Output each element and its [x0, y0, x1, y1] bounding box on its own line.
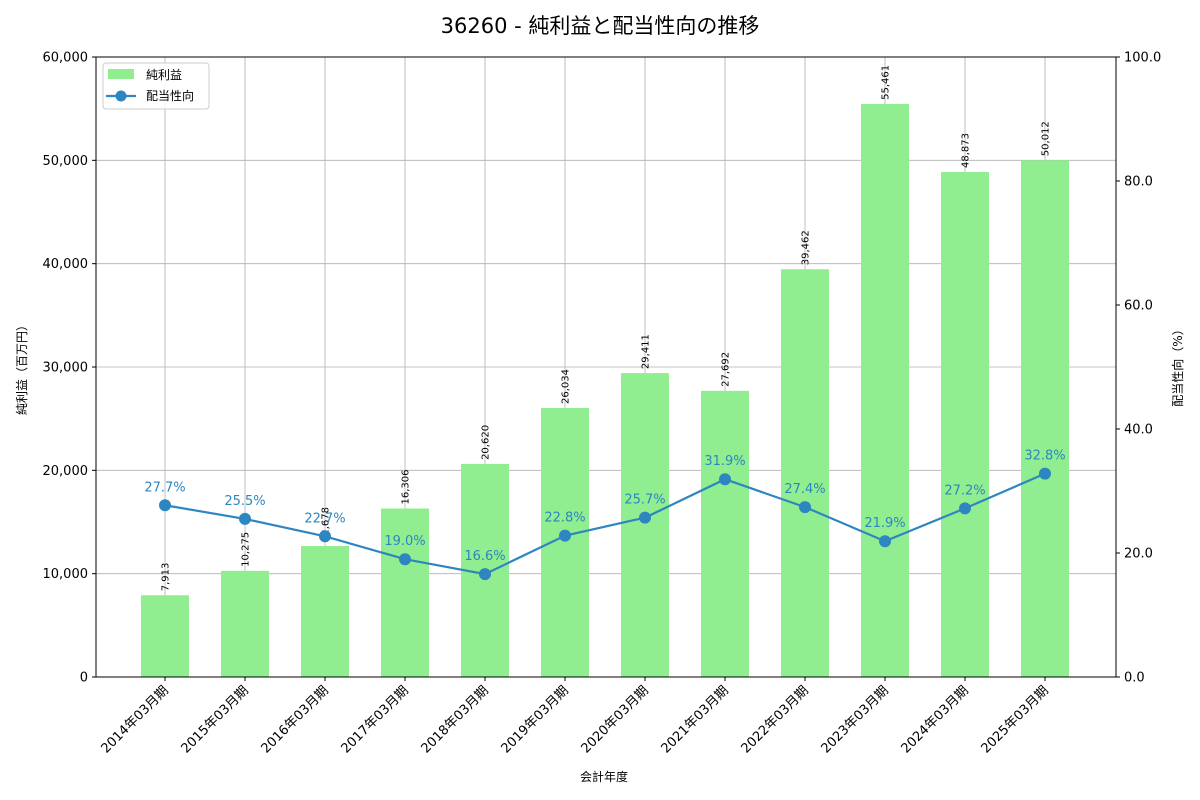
payout-ratio-label: 22.8%: [544, 511, 585, 526]
legend-marker-payout-ratio: [115, 90, 127, 102]
y2-axis-label: 配当性向（%）: [1170, 323, 1185, 406]
bar: [221, 570, 269, 677]
line-series-payout-ratio: 27.7% 25.5% 22.7% 19.0% 16.6% 22.8% 25.7% 31.9%…: [144, 449, 1066, 581]
payout-ratio-label: 27.2%: [944, 483, 985, 498]
payout-ratio-label: 32.8%: [1024, 449, 1065, 464]
payout-ratio-label: 31.9%: [704, 454, 745, 469]
payout-ratio-label: 16.6%: [464, 549, 505, 564]
legend-label-net-income: 純利益: [146, 68, 182, 82]
x-tick-label: 2018年03月期: [419, 683, 492, 756]
y-tick-label: 20,000: [43, 464, 89, 479]
y-tick-label: 60,000: [43, 51, 89, 66]
payout-ratio-label: 25.7%: [624, 493, 665, 508]
bar-value-label: 48,873: [961, 133, 972, 168]
x-tick-label: 2020年03月期: [579, 683, 652, 756]
x-tick-label: 2014年03月期: [99, 683, 172, 756]
bar: [1021, 160, 1069, 677]
y2-tick-label: 60.0: [1124, 299, 1153, 314]
bar: [621, 373, 669, 677]
line-marker: [1039, 467, 1051, 480]
y-tick-label: 10,000: [43, 567, 89, 582]
x-tick-label: 2022年03月期: [739, 683, 812, 756]
bar-value-label: 10,275: [241, 532, 252, 567]
bar-value-labels: 7,913 10,275 12,678 16,306 20,620 26,034 29,41…: [161, 65, 1052, 591]
bar: [301, 545, 349, 677]
bar: [141, 595, 189, 677]
y2-tick-label: 80.0: [1124, 175, 1153, 190]
y2-tick-label: 100.0: [1124, 51, 1161, 66]
bar-series-net-income: [141, 103, 1069, 677]
x-tick-label: 2023年03月期: [819, 683, 892, 756]
y-tick-label: 40,000: [43, 257, 89, 272]
line-marker: [399, 553, 411, 566]
line-marker: [639, 511, 651, 524]
bar-value-label: 29,411: [641, 334, 652, 369]
x-tick-label: 2019年03月期: [499, 683, 572, 756]
bar: [861, 103, 909, 677]
bar-value-label: 26,034: [561, 369, 572, 404]
bar-value-label: 39,462: [801, 230, 812, 265]
chart-title: 36260 - 純利益と配当性向の推移: [440, 14, 760, 38]
payout-ratio-label: 22.7%: [304, 511, 345, 526]
bar-value-label: 16,306: [401, 470, 412, 505]
payout-ratio-label: 19.0%: [384, 534, 425, 549]
x-tick-label: 2015年03月期: [179, 683, 252, 756]
bar: [941, 171, 989, 677]
line-marker: [159, 499, 171, 512]
y-tick-label: 50,000: [43, 154, 89, 169]
legend-label-payout-ratio: 配当性向: [146, 88, 194, 103]
bar-value-label: 7,913: [161, 563, 172, 592]
bar-value-label: 12,678: [321, 507, 332, 542]
legend-swatch-net-income: [108, 69, 134, 79]
line-marker: [959, 502, 971, 515]
y2-tick-label: 0.0: [1124, 671, 1145, 686]
x-tick-label: 2024年03月期: [899, 683, 972, 756]
x-tick-label: 2017年03月期: [339, 683, 412, 756]
bar: [541, 407, 589, 677]
bar-value-label: 27,692: [721, 352, 732, 387]
line-marker: [239, 512, 251, 525]
bar-value-label: 20,620: [481, 425, 492, 460]
line-marker: [319, 530, 331, 543]
bar: [381, 508, 429, 677]
x-tick-label: 2021年03月期: [659, 683, 732, 756]
y2-tick-label: 20.0: [1124, 547, 1153, 562]
payout-ratio-label: 25.5%: [224, 494, 265, 509]
x-axis-label: 会計年度: [580, 769, 628, 784]
line-marker: [559, 529, 571, 542]
bar-value-label: 55,461: [881, 65, 892, 100]
line-marker: [799, 501, 811, 514]
payout-ratio-label: 21.9%: [864, 516, 905, 531]
y-tick-label: 0: [80, 671, 88, 686]
y-tick-label: 30,000: [43, 361, 89, 376]
x-tick-label: 2016年03月期: [259, 683, 332, 756]
bar: [701, 390, 749, 677]
line-marker: [719, 473, 731, 486]
bar-value-label: 50,012: [1041, 121, 1052, 156]
line-marker: [479, 568, 491, 581]
line-marker: [879, 535, 891, 548]
y-axis-label: 純利益（百万円）: [15, 319, 29, 415]
x-tick-label: 2025年03月期: [979, 683, 1052, 756]
payout-ratio-label: 27.4%: [784, 482, 825, 497]
y2-tick-label: 40.0: [1124, 423, 1153, 438]
bar: [781, 269, 829, 677]
payout-ratio-label: 27.7%: [144, 480, 185, 495]
